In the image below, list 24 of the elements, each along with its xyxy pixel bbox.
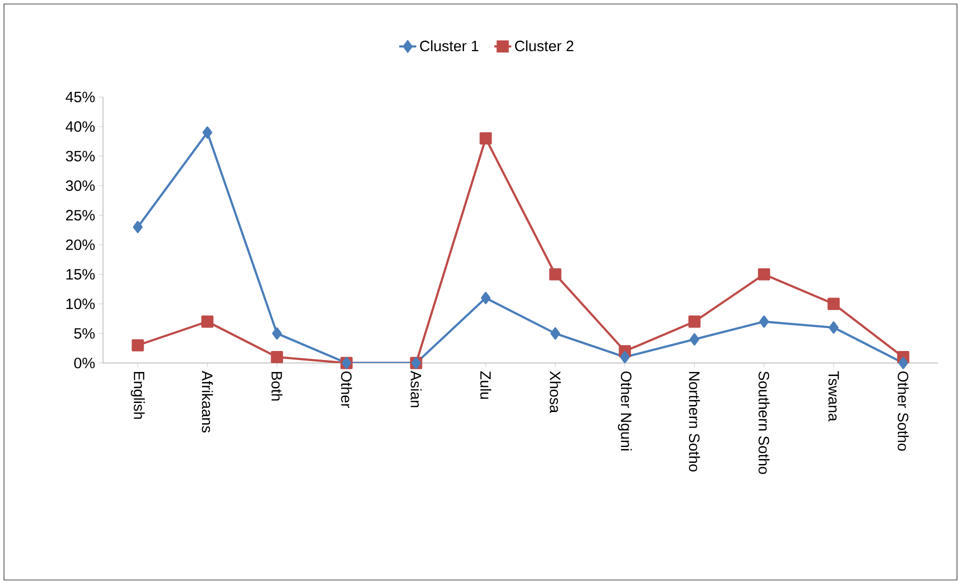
y-tick-label: 30% — [66, 180, 95, 191]
y-tick-label: 0% — [74, 358, 95, 368]
x-tick-label: Zulu — [480, 371, 492, 399]
x-tick-label: Northern Sotho — [688, 372, 700, 472]
x-tick-label: Afrikaans — [202, 370, 213, 433]
x-tick-label: Xhosa — [550, 371, 561, 414]
y-tick-label: 15% — [66, 269, 95, 280]
y-tick-label: 20% — [66, 239, 95, 250]
y-tick-label: 10% — [66, 298, 95, 310]
legend-label: Cluster 2 — [515, 40, 574, 52]
x-tick-label: Southern Sotho — [758, 371, 770, 474]
legend-label: Cluster 1 — [420, 40, 478, 52]
y-tick-label: 45% — [66, 92, 95, 102]
y-tick-label: 35% — [66, 150, 95, 162]
x-tick-label: Other Sotho — [898, 371, 909, 451]
x-tick-label: Tswana — [828, 371, 839, 422]
y-tick-label: 40% — [66, 121, 95, 132]
y-tick-label: 5% — [74, 328, 95, 339]
x-tick-label: Asian — [410, 370, 422, 408]
x-tick-label: English — [130, 372, 145, 419]
x-tick-label: Other — [341, 371, 352, 408]
x-tick-label: Both — [271, 372, 282, 401]
x-tick-label: Other Nguni — [618, 371, 632, 450]
y-tick-label: 25% — [66, 210, 95, 221]
